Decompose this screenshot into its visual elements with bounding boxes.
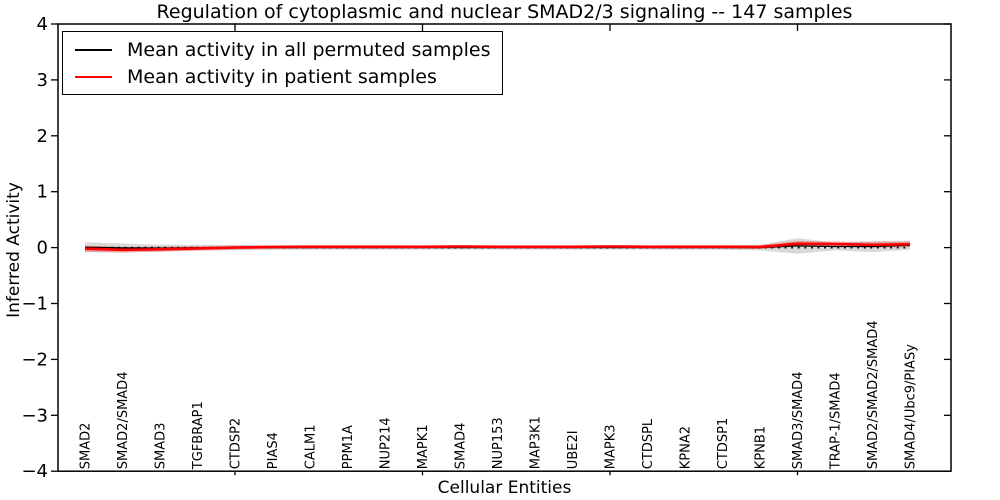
x-category-label: SMAD3 bbox=[154, 423, 169, 470]
x-category-label: NUP153 bbox=[491, 417, 506, 469]
x-category-label: SMAD4/Ubc9/PIASy bbox=[904, 344, 919, 469]
legend-line-permuted-icon bbox=[75, 48, 112, 51]
y-tick-label: −3 bbox=[21, 405, 48, 426]
x-category-label: MAP3K1 bbox=[529, 416, 544, 469]
y-tick-label: 3 bbox=[37, 70, 48, 91]
legend-label-patient: Mean activity in patient samples bbox=[127, 65, 437, 88]
x-category-label: SMAD2 bbox=[79, 423, 94, 470]
x-category-label: PIAS4 bbox=[266, 432, 281, 469]
x-category-label: SMAD2/SMAD4 bbox=[116, 372, 131, 470]
x-category-label: MAPK1 bbox=[416, 424, 431, 469]
y-tick-label: −2 bbox=[21, 349, 48, 370]
y-tick-label: −4 bbox=[21, 461, 48, 482]
y-tick-label: 1 bbox=[37, 182, 48, 203]
x-category-label: CTDSP2 bbox=[229, 418, 244, 469]
x-category-label: SMAD4 bbox=[454, 423, 469, 470]
x-category-label: NUP214 bbox=[379, 417, 394, 469]
legend-box: Mean activity in all permuted samples Me… bbox=[62, 31, 503, 95]
y-tick-label: 4 bbox=[37, 14, 48, 35]
x-category-label: KPNB1 bbox=[754, 426, 769, 469]
y-tick-label: 0 bbox=[37, 238, 48, 259]
x-category-label: SMAD2/SMAD2/SMAD4 bbox=[866, 321, 881, 470]
y-tick-label: −1 bbox=[21, 294, 48, 315]
x-category-label: CALM1 bbox=[304, 424, 319, 469]
x-category-label: CTDSP1 bbox=[716, 418, 731, 469]
mean-patient-line bbox=[84, 242, 911, 252]
x-category-label: PPM1A bbox=[341, 425, 356, 469]
x-axis-label: Cellular Entities bbox=[437, 478, 572, 498]
chart-title: Regulation of cytoplasmic and nuclear SM… bbox=[156, 1, 853, 23]
x-category-label: TGFBRAP1 bbox=[191, 401, 206, 470]
x-category-label: CTDSPL bbox=[641, 418, 656, 469]
legend-line-patient-icon bbox=[75, 75, 112, 78]
x-category-label: TRAP-1/SMAD4 bbox=[829, 372, 844, 470]
x-category-label: UBE2I bbox=[566, 430, 581, 469]
legend-entry-permuted: Mean activity in all permuted samples bbox=[75, 39, 502, 61]
x-category-label: MAPK3 bbox=[604, 424, 619, 469]
x-category-label: SMAD3/SMAD4 bbox=[791, 372, 806, 470]
legend-label-permuted: Mean activity in all permuted samples bbox=[127, 38, 491, 61]
x-category-label: KPNA2 bbox=[679, 426, 694, 469]
legend-entry-patient: Mean activity in patient samples bbox=[75, 66, 502, 88]
y-tick-label: 2 bbox=[37, 126, 48, 147]
